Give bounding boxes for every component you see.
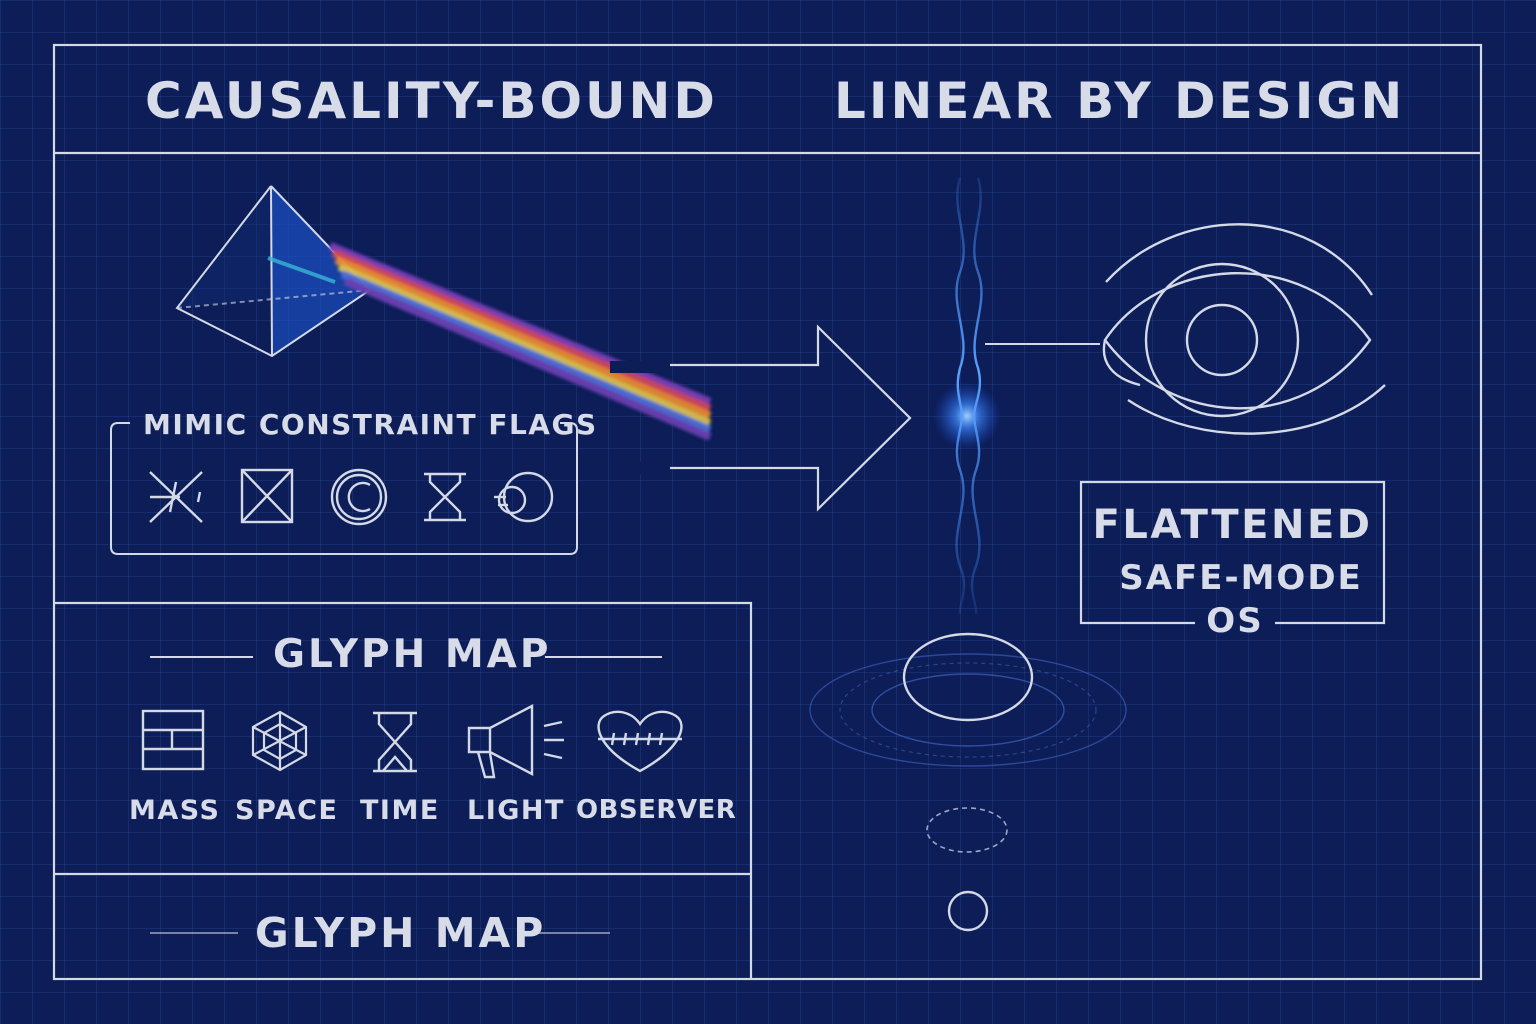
flag-crossed-x-icon [149,471,203,523]
glyph-megaphone-icon [467,704,564,779]
glyph-map-title: GLYPH MAP [273,632,552,677]
flag-boxed-x-icon [240,468,294,524]
flag-copyright-icon [330,468,388,526]
flow-arrow [630,324,912,512]
footer-title: GLYPH MAP [255,909,547,957]
header-right-title: LINEAR BY DESIGN [834,72,1406,130]
status-line-os: OS [1206,601,1264,641]
ring-system [809,632,1127,767]
glyph-stitched-heart-icon [597,710,683,773]
small-orb [947,890,989,932]
header-left-title: CAUSALITY-BOUND [145,72,718,130]
flags-panel-frame [110,422,578,555]
status-line-safe-mode: SAFE-MODE [1119,558,1363,598]
rainbow-beam [328,242,712,441]
glyph-web-net-icon [251,710,308,772]
flag-hourglass-icon [424,472,466,522]
glyph-label-light: LIGHT [467,795,565,826]
status-line-flattened: FLATTENED [1092,502,1373,548]
status-box-frame [1079,480,1386,625]
outer-frame [52,43,1483,981]
flag-knot-icon [494,471,554,523]
glyph-label-time: TIME [360,795,440,826]
glyph-label-observer: OBSERVER [576,795,737,825]
eye-icon [1102,223,1386,435]
glyph-label-mass: MASS [129,795,221,826]
flags-panel-title: MIMIC CONSTRAINT FLAGS [143,408,598,441]
wave-signal [933,177,1001,615]
dashed-orbit [926,807,1008,853]
prism-icon [175,185,372,358]
glyph-brick-wall-icon [141,709,205,771]
glyph-hourglass-icon [373,711,417,773]
glyph-label-space: SPACE [235,795,339,826]
